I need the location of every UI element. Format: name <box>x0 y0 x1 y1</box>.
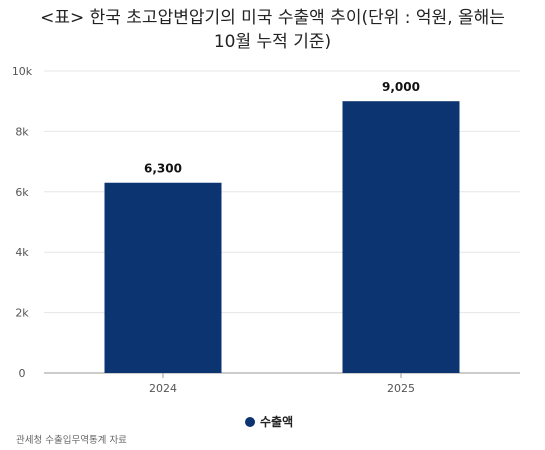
bar <box>104 182 222 373</box>
source-note: 관세청 수출입무역통계 자료 <box>16 435 127 446</box>
legend-marker <box>245 417 255 427</box>
y-tick-label: 4k <box>15 246 29 259</box>
y-tick-label: 2k <box>15 307 29 320</box>
y-tick-label: 6k <box>15 186 29 199</box>
chart-title-line1: <표> 한국 초고압변압기의 미국 수출액 추이(단위 : 억원, 올해는 <box>40 8 505 28</box>
y-tick-label: 8k <box>15 125 29 138</box>
chart-title-line2: 10월 누적 기준) <box>213 32 332 52</box>
x-tick-label: 2025 <box>387 382 415 395</box>
bar <box>342 101 460 373</box>
data-label: 6,300 <box>144 162 182 176</box>
chart-title: <표> 한국 초고압변압기의 미국 수출액 추이(단위 : 억원, 올해는 10… <box>0 6 545 54</box>
legend-label: 수출액 <box>260 414 293 429</box>
y-tick-label: 10k <box>12 65 33 78</box>
data-label: 9,000 <box>382 80 420 94</box>
y-tick-label: 0 <box>19 367 26 380</box>
x-tick-label: 2024 <box>149 382 177 395</box>
